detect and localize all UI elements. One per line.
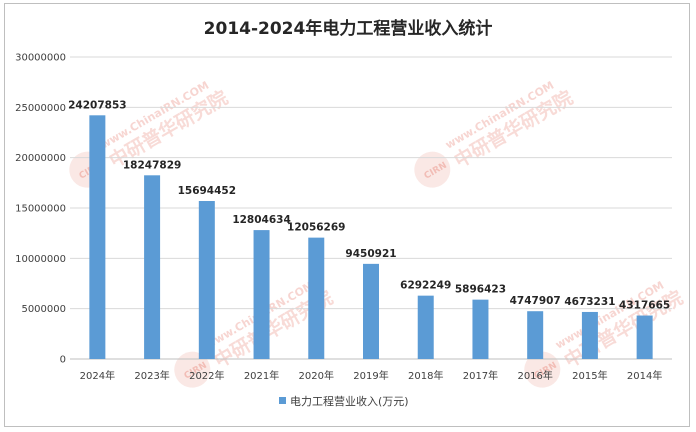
y-tick-label: 30000000 xyxy=(15,53,66,64)
watermark-logo-icon xyxy=(174,351,211,388)
bar xyxy=(363,263,379,359)
legend: 电力工程营业收入(万元) xyxy=(279,394,409,408)
data-label: 4673231 xyxy=(564,296,615,308)
x-tick-label: 2020年 xyxy=(299,369,334,382)
y-tick-label: 0 xyxy=(60,355,66,366)
y-tick-label: 15000000 xyxy=(15,204,66,215)
data-label: 18247829 xyxy=(123,159,181,171)
bar xyxy=(472,299,489,359)
legend-label: 电力工程营业收入(万元) xyxy=(290,394,409,408)
y-axis: 0 5000000 10000000 15000000 20000000 25000000… xyxy=(15,53,66,366)
data-label: 12056269 xyxy=(287,222,345,234)
watermark-logo-icon xyxy=(414,151,451,188)
chart-title: 2014-2024年电力工程营业收入统计 xyxy=(204,18,493,39)
x-tick-label: 2014年 xyxy=(627,369,662,382)
y-tick-label: 20000000 xyxy=(15,153,66,164)
data-labels: 24207853 18247829 15694452 1280463412056269… xyxy=(68,99,670,311)
x-axis: 2024年 2023年 2022年 2021年 2020年 2019年 2018年 2017年… xyxy=(80,369,663,382)
y-tick-label: 5000000 xyxy=(21,304,66,315)
y-tick-label: 10000000 xyxy=(15,254,66,265)
data-label: 15694452 xyxy=(178,185,236,197)
x-tick-label: 2019年 xyxy=(353,369,388,382)
x-tick-label: 2021年 xyxy=(244,369,279,382)
chart-frame xyxy=(4,3,690,427)
x-tick-label: 2015年 xyxy=(572,369,607,382)
data-label: 5896423 xyxy=(455,284,506,296)
y-tick-label: 25000000 xyxy=(15,103,66,114)
bar xyxy=(253,230,270,359)
x-tick-label: 2018年 xyxy=(408,369,443,382)
data-label: 9450921 xyxy=(345,248,396,260)
data-label: 4317665 xyxy=(619,300,670,312)
grid-lines xyxy=(70,56,672,360)
bar xyxy=(308,237,325,359)
data-label: 4747907 xyxy=(510,295,561,307)
legend-swatch xyxy=(279,397,286,404)
x-tick-label: 2017年 xyxy=(463,369,498,382)
bar xyxy=(89,115,106,359)
bar xyxy=(636,315,653,359)
x-tick-label: 2016年 xyxy=(517,369,552,382)
x-tick-label: 2024年 xyxy=(80,369,115,382)
watermark-logo-icon xyxy=(524,351,561,388)
bar xyxy=(417,295,434,359)
data-label: 12804634 xyxy=(232,214,290,226)
bars xyxy=(89,115,653,359)
data-label: 6292249 xyxy=(400,280,451,292)
bar xyxy=(144,175,161,359)
x-tick-label: 2023年 xyxy=(134,369,169,382)
data-label: 24207853 xyxy=(68,99,126,111)
bar xyxy=(198,201,215,359)
bar xyxy=(527,311,544,359)
x-tick-label: 2022年 xyxy=(189,369,224,382)
bar xyxy=(581,311,598,359)
